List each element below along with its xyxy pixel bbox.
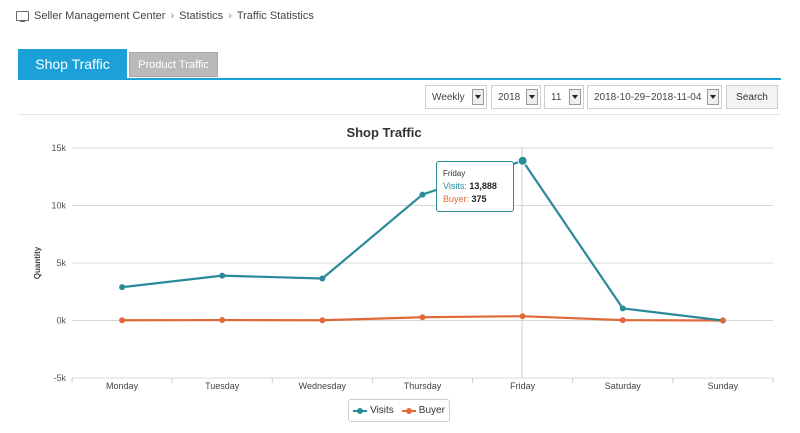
x-tick-label: Thursday [404,381,442,391]
tab-product-traffic[interactable]: Product Traffic [129,52,218,77]
y-tick-label: 10k [51,201,66,211]
breadcrumb-item-traffic-statistics[interactable]: Traffic Statistics [236,10,314,22]
data-point-visits[interactable] [119,284,126,291]
period-select[interactable]: Weekly [425,85,487,109]
x-tick-label: Wednesday [299,381,347,391]
breadcrumb-item-seller-center[interactable]: Seller Management Center [34,10,166,22]
data-point-visits[interactable] [219,272,226,279]
data-point-visits[interactable] [517,155,528,166]
date-range-select-value: 2018-10-29~2018-11-04 [594,91,702,103]
data-point-buyer[interactable] [619,317,626,324]
y-tick-label: 15k [51,143,66,153]
chevron-down-icon [569,89,581,105]
tooltip-buyer-label: Buyer: [443,194,470,204]
legend-buyer-label: Buyer [418,405,445,416]
data-point-visits[interactable] [319,275,326,282]
chart-tooltip: Friday Visits: 13,888 Buyer: 375 [436,161,514,212]
year-select[interactable]: 2018 [491,85,541,109]
tooltip-visits-value: 13,888 [469,181,497,191]
legend-visits-icon [353,407,368,415]
data-point-buyer[interactable] [119,317,126,324]
data-point-visits[interactable] [419,191,426,198]
y-axis-label: Quantity [33,246,42,279]
y-tick-label: -5k [53,373,66,383]
breadcrumb-separator-icon: › [170,10,175,22]
x-tick-label: Sunday [708,381,739,391]
chart-legend: Visits Buyer [348,399,450,422]
month-select[interactable]: 11 [544,85,584,109]
y-tick-label: 5k [56,258,66,268]
legend-visits-label: Visits [370,405,394,416]
chart-title: Shop Traffic [346,125,421,140]
x-tick-label: Friday [510,381,536,391]
data-point-buyer[interactable] [319,317,326,324]
search-button[interactable]: Search [726,85,778,109]
tab-shop-traffic[interactable]: Shop Traffic [18,49,127,79]
tooltip-visits: Visits: 13,888 [443,180,507,193]
breadcrumb: Seller Management Center › Statistics › … [16,10,314,22]
x-tick-label: Saturday [605,381,642,391]
data-point-visits[interactable] [619,305,626,312]
series-line-visits [121,159,724,322]
tooltip-visits-label: Visits: [443,181,467,191]
chevron-down-icon [526,89,538,105]
data-point-buyer[interactable] [419,314,426,321]
breadcrumb-item-statistics[interactable]: Statistics [179,10,224,22]
panel-divider [18,114,781,115]
period-select-value: Weekly [432,91,465,103]
legend-buyer-icon [401,407,416,415]
chevron-down-icon [472,89,484,105]
month-select-value: 11 [551,91,562,103]
x-tick-label: Monday [106,381,139,391]
breadcrumb-separator-icon: › [228,10,232,22]
data-point-buyer[interactable] [219,317,226,324]
data-point-buyer[interactable] [519,313,526,320]
tooltip-buyer-value: 375 [471,194,487,204]
tab-bar: Shop Traffic Product Traffic [18,49,781,80]
chevron-down-icon [707,89,719,105]
data-point-buyer[interactable] [719,317,726,324]
year-select-value: 2018 [498,91,521,103]
tooltip-buyer: Buyer: 375 [443,193,507,206]
legend-item-visits[interactable]: Visits [353,405,394,416]
tooltip-category: Friday [443,169,466,178]
tab-underline [18,78,781,80]
date-range-select[interactable]: 2018-10-29~2018-11-04 [587,85,722,109]
x-tick-label: Tuesday [205,381,240,391]
monitor-icon [16,11,29,22]
y-tick-label: 0k [56,316,66,326]
legend-item-buyer[interactable]: Buyer [401,405,445,416]
